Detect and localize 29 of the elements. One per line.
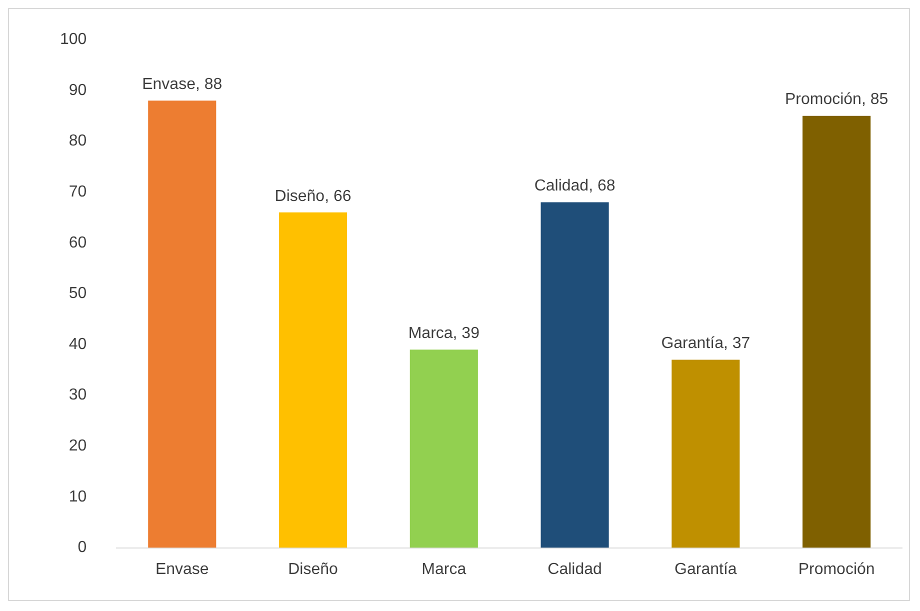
y-tick-label: 70 xyxy=(68,183,87,200)
bar xyxy=(802,116,871,548)
data-label: Diseño, 66 xyxy=(274,188,352,205)
data-label: Garantía, 37 xyxy=(661,335,750,352)
x-tick-label: Envase xyxy=(155,560,209,578)
y-tick-label: 30 xyxy=(68,386,87,404)
x-tick-label: Garantía xyxy=(674,560,737,578)
x-tick-label: Marca xyxy=(422,560,466,578)
y-tick-label: 20 xyxy=(68,438,87,455)
y-tick-label: 90 xyxy=(68,82,87,99)
data-label: Calidad, 68 xyxy=(534,178,616,195)
bar xyxy=(278,212,348,548)
y-tick-label: 80 xyxy=(68,132,87,150)
bar xyxy=(540,202,609,548)
x-tick-label: Calidad xyxy=(548,560,602,578)
data-label: Promoción, 85 xyxy=(784,91,888,108)
data-label: Envase, 88 xyxy=(142,76,222,93)
y-tick-label: 60 xyxy=(68,234,87,252)
bar xyxy=(148,100,216,548)
x-tick-label: Promoción xyxy=(798,560,875,578)
y-tick-label: 50 xyxy=(68,285,87,302)
y-tick-label: 10 xyxy=(68,488,87,506)
y-tick-label: 100 xyxy=(60,31,87,48)
x-tick-label: Diseño xyxy=(288,560,338,578)
y-tick-label: 40 xyxy=(68,336,87,353)
bar xyxy=(672,360,740,548)
bar xyxy=(410,350,478,548)
y-tick-label: 0 xyxy=(78,539,87,556)
data-label: Marca, 39 xyxy=(408,325,480,342)
